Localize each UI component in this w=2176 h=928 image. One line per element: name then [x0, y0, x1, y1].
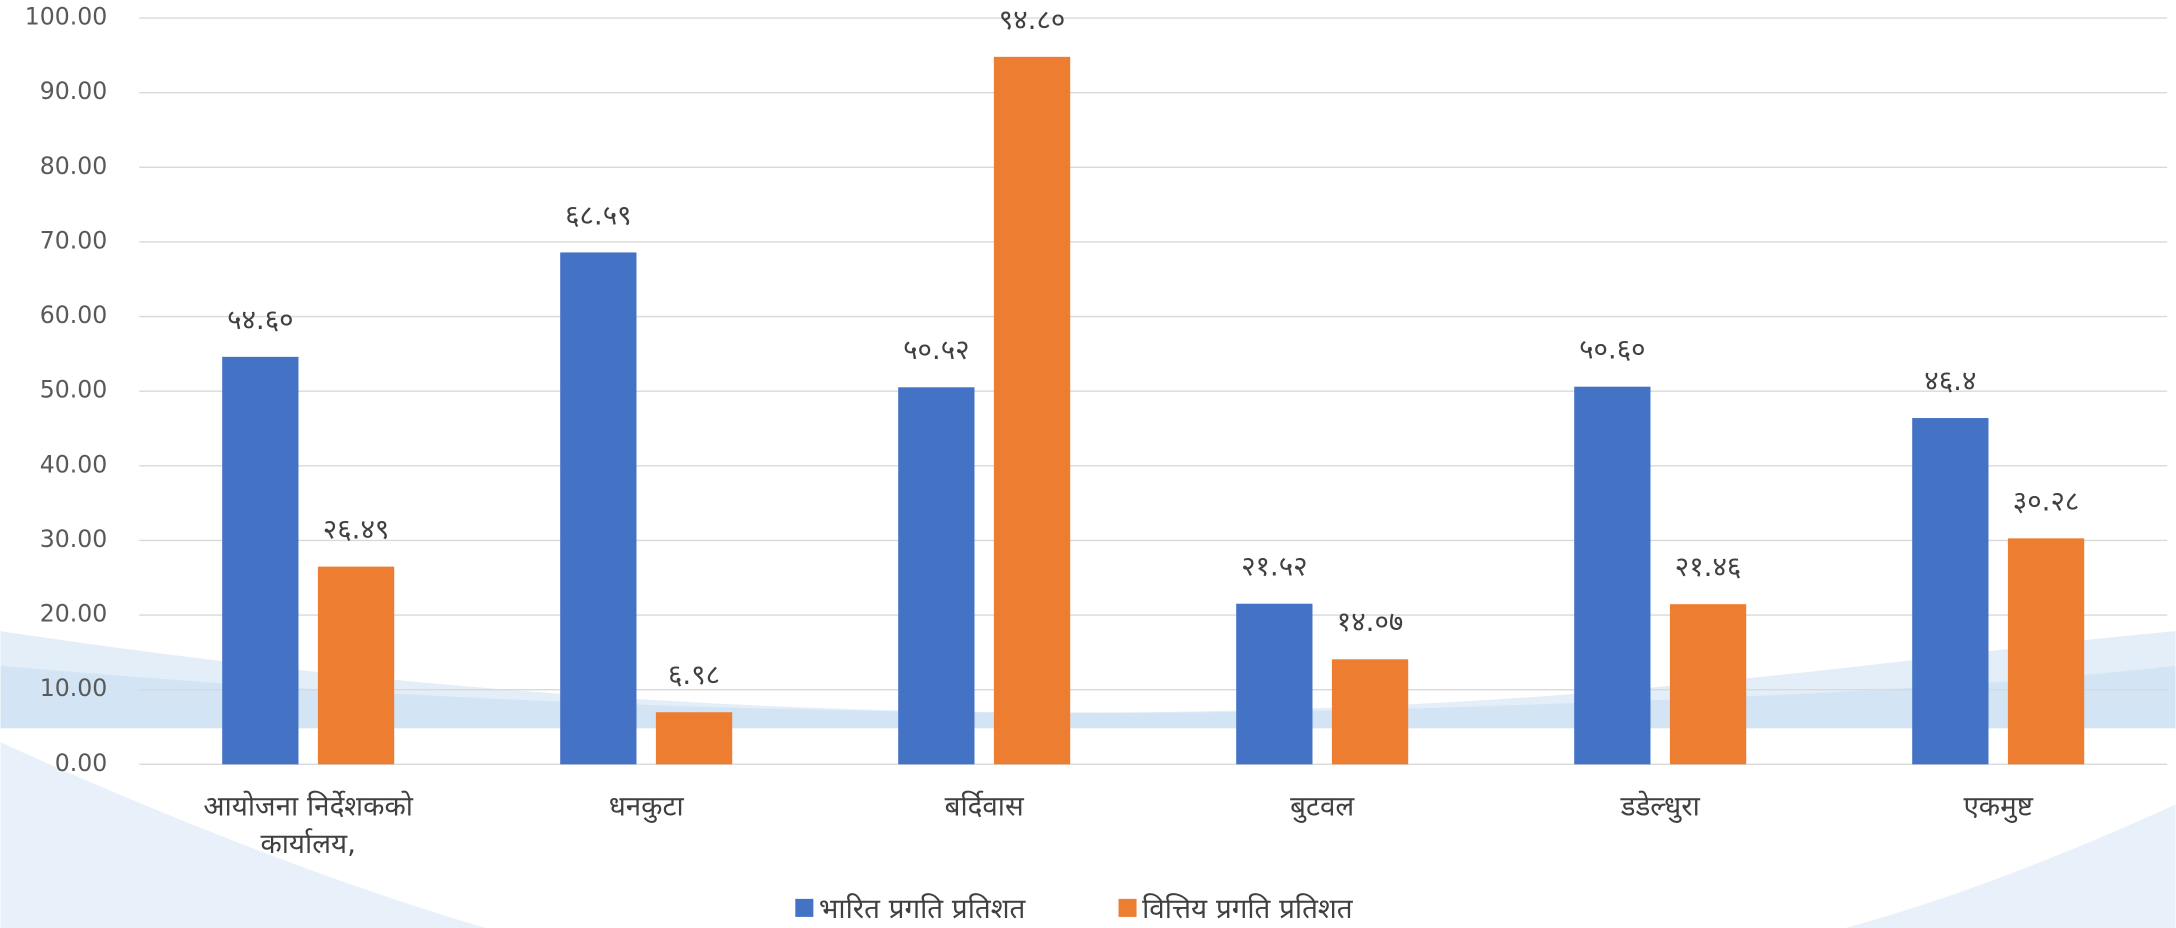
value-label: ४६.४ [1924, 364, 1976, 397]
x-tick-label: एकमुष्ट [1963, 789, 2033, 823]
bar [993, 56, 1071, 765]
y-tick-label: 50.00 [40, 376, 107, 404]
bar [1912, 418, 1989, 765]
x-tick-label-box: डडेल्धुरा [1620, 789, 1700, 823]
x-tick-label: धनकुटा [608, 789, 684, 823]
value-label: ६८.५९ [565, 198, 632, 231]
value-label: ५४.६० [227, 303, 294, 336]
y-tick-label: 30.00 [40, 525, 107, 553]
y-tick-label: 10.00 [40, 674, 107, 702]
y-tick-label: 70.00 [40, 226, 107, 254]
bar [1574, 386, 1651, 765]
legend-swatch [795, 898, 814, 917]
value-label: २६.४९ [323, 513, 390, 546]
value-label: २१.४६ [1675, 550, 1742, 583]
x-tick-label: आयोजना निर्देशकको कार्यालय, [203, 789, 413, 861]
value-label: ५०.५२ [903, 333, 970, 366]
value-label: ३०.२८ [2013, 484, 2080, 517]
bar [222, 356, 299, 765]
x-tick-label: डडेल्धुरा [1620, 789, 1700, 823]
bar [898, 387, 975, 765]
y-tick-label: 60.00 [40, 301, 107, 329]
bar [1669, 604, 1747, 765]
y-tick-label: 100.00 [25, 3, 108, 31]
y-tick-label: 40.00 [40, 450, 107, 478]
value-label: ६.९८ [668, 658, 720, 691]
value-label: ९४.८० [999, 3, 1066, 36]
x-tick-label: बर्दिवास [944, 789, 1024, 823]
legend-label: वित्तिय प्रगति प्रतिशत [1142, 892, 1354, 925]
x-tick-label-box: एकमुष्ट [1963, 789, 2033, 823]
x-tick-label-box: बुटवल [1290, 789, 1355, 823]
bar [1331, 659, 1409, 765]
x-tick-label: बुटवल [1290, 789, 1355, 823]
y-tick-label: 80.00 [40, 152, 107, 180]
bar [2007, 538, 2085, 765]
bar [317, 566, 395, 765]
legend-swatch [1118, 898, 1137, 917]
value-label: ५०.६० [1579, 333, 1646, 366]
value-label: २१.५२ [1241, 550, 1308, 583]
legend-label: भारित प्रगति प्रतिशत [819, 892, 1027, 925]
x-tick-label-box: बर्दिवास [944, 789, 1024, 823]
x-tick-label-box: धनकुटा [608, 789, 684, 823]
value-label: १४.०७ [1337, 605, 1404, 638]
x-tick-label-box: आयोजना निर्देशकको कार्यालय, [203, 789, 413, 861]
y-tick-label: 20.00 [40, 600, 107, 628]
bar [560, 252, 637, 765]
y-tick-label: 90.00 [40, 77, 107, 105]
y-tick-label: 0.00 [55, 749, 108, 777]
bar [655, 712, 733, 765]
bar [1236, 603, 1313, 765]
